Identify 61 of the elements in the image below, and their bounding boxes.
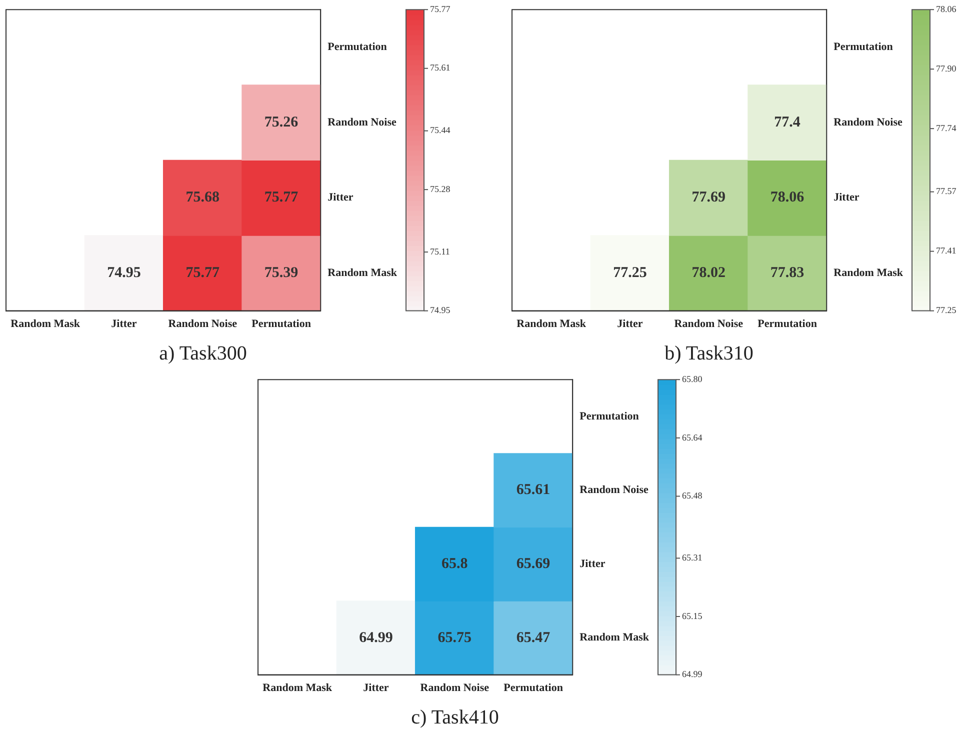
y-tick-label: Jitter [328, 192, 354, 204]
color-bar-label: 65.15 [682, 610, 703, 621]
x-tick-label: Jitter [111, 318, 137, 330]
data-label: 75.77 [264, 190, 299, 206]
data-label: 77.69 [692, 190, 726, 206]
color-bar-label: 75.77 [430, 4, 451, 14]
y-tick-label: Random Noise [834, 116, 902, 128]
x-tick-label: Permutation [758, 318, 817, 330]
data-label: 78.06 [770, 190, 805, 206]
y-tick-label: Jitter [834, 192, 860, 204]
y-tick-label: Jitter [580, 558, 606, 570]
color-bar-label: 65.48 [682, 490, 703, 501]
data-label: 77.83 [770, 265, 804, 282]
y-tick-label: Random Mask [580, 632, 650, 644]
color-bar-label: 77.25 [936, 305, 957, 316]
data-label: 65.47 [516, 630, 551, 646]
color-bar-label: 75.44 [430, 125, 451, 136]
data-label: 64.99 [359, 630, 393, 646]
color-bar-label: 77.57 [936, 186, 957, 196]
x-tick-label: Random Noise [420, 682, 490, 694]
y-tick-label: Random Noise [580, 484, 648, 496]
text: c) Task410 [411, 706, 499, 728]
text: b) Task310 [664, 342, 754, 364]
color-bar-label: 75.28 [430, 184, 451, 194]
data-label: 78.02 [692, 265, 726, 282]
data-label: 65.69 [516, 556, 550, 572]
x-tick-label: Random Noise [168, 318, 238, 330]
color-bar-label: 64.99 [682, 669, 703, 680]
color-bar-label: 77.90 [936, 63, 957, 74]
data-label: 77.25 [613, 265, 647, 282]
data-label: 75.68 [186, 190, 220, 206]
x-tick-label: Permutation [252, 318, 311, 330]
color-bar-label: 74.95 [430, 305, 451, 316]
y-tick-label: Random Mask [834, 266, 904, 279]
color-bar-label: 65.31 [682, 552, 702, 563]
color-bar-label: 75.11 [430, 246, 450, 256]
y-tick-label: Permutation [834, 41, 893, 54]
color-bar-label: 78.06 [936, 4, 957, 14]
data-label: 74.95 [107, 265, 141, 282]
y-tick-label: Random Noise [328, 116, 396, 128]
text: a) Task300 [159, 342, 247, 364]
y-tick-label: Random Mask [328, 266, 398, 279]
x-tick-label: Permutation [504, 682, 563, 694]
x-tick-label: Random Mask [516, 318, 587, 330]
data-label: 65.61 [516, 482, 550, 498]
x-tick-label: Random Mask [10, 318, 81, 330]
data-label: 75.77 [186, 265, 220, 282]
data-label: 75.26 [264, 114, 299, 130]
color-bar-label: 77.74 [936, 122, 957, 133]
color-bar-label: 65.80 [682, 374, 703, 384]
data-label: 65.75 [438, 630, 472, 646]
x-tick-label: Random Noise [674, 318, 744, 330]
color-bar-label: 65.64 [682, 432, 703, 442]
y-tick-label: Permutation [580, 410, 639, 422]
color-bar-label: 75.61 [430, 62, 450, 73]
data-label: 65.8 [442, 556, 468, 572]
color-bar-label: 77.41 [936, 246, 956, 256]
x-tick-label: Random Mask [262, 682, 333, 694]
data-label: 75.39 [264, 265, 298, 282]
y-tick-label: Permutation [328, 41, 387, 54]
data-label: 77.4 [774, 114, 801, 130]
